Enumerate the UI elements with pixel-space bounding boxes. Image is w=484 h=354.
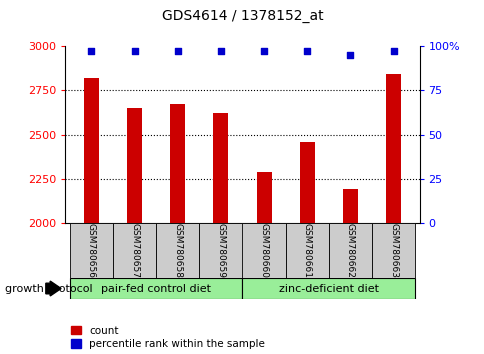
Text: GSM780661: GSM780661 [302,223,311,278]
Text: GSM780662: GSM780662 [345,223,354,278]
FancyArrow shape [45,281,61,296]
Bar [242,223,285,278]
Bar [285,223,328,278]
Point [260,48,268,54]
Bar [342,189,357,223]
Bar [113,223,156,278]
Text: GSM780660: GSM780660 [259,223,268,278]
Point [87,48,95,54]
Point [346,52,354,58]
Bar [199,223,242,278]
Point [303,48,311,54]
Text: pair-fed control diet: pair-fed control diet [101,284,211,293]
Bar [213,113,228,223]
Bar [385,74,400,223]
Text: GSM780659: GSM780659 [216,223,225,278]
Point [130,48,138,54]
Text: GSM780658: GSM780658 [173,223,182,278]
Bar [170,104,185,223]
Point [173,48,181,54]
Point [389,48,397,54]
Text: GSM780657: GSM780657 [130,223,139,278]
Bar [328,223,371,278]
Bar [70,278,242,299]
Text: GSM780656: GSM780656 [87,223,96,278]
Text: growth protocol: growth protocol [5,284,92,294]
Bar [70,223,113,278]
Text: zinc-deficient diet: zinc-deficient diet [278,284,378,293]
Bar [242,278,414,299]
Point [216,48,224,54]
Text: GSM780663: GSM780663 [388,223,397,278]
Bar [84,78,99,223]
Bar [256,172,271,223]
Bar [299,142,314,223]
Bar [156,223,199,278]
Bar [127,108,142,223]
Text: GDS4614 / 1378152_at: GDS4614 / 1378152_at [161,9,323,23]
Bar [371,223,414,278]
Legend: count, percentile rank within the sample: count, percentile rank within the sample [71,326,265,349]
